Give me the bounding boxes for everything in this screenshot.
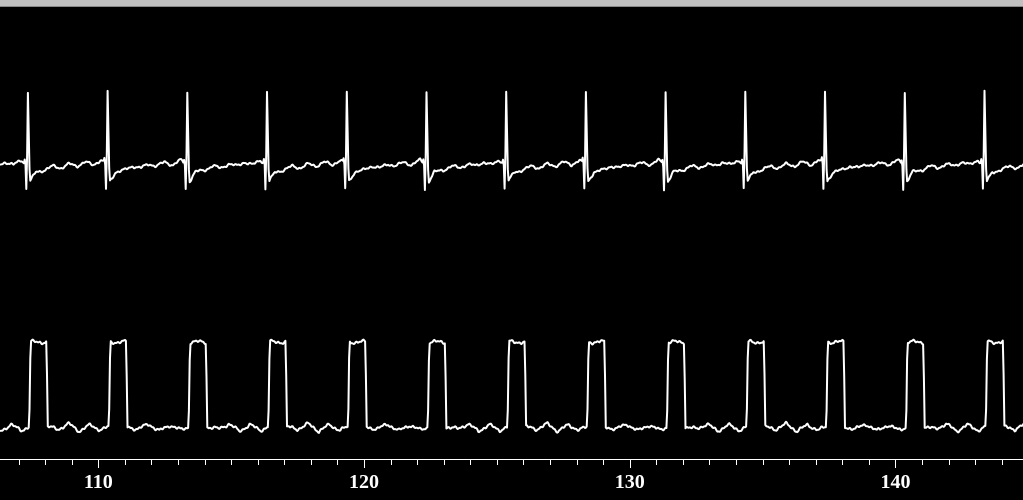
x-tick-label: 120 bbox=[349, 471, 379, 494]
x-tick-minor bbox=[1002, 460, 1003, 465]
x-tick-minor bbox=[949, 460, 950, 465]
x-tick-minor bbox=[417, 460, 418, 465]
x-tick-major bbox=[895, 460, 896, 468]
lower-waveform bbox=[0, 340, 1023, 433]
x-tick-minor bbox=[151, 460, 152, 465]
x-tick-minor bbox=[709, 460, 710, 465]
x-tick-minor bbox=[231, 460, 232, 465]
x-tick-minor bbox=[45, 460, 46, 465]
x-tick-minor bbox=[391, 460, 392, 465]
x-tick-minor bbox=[577, 460, 578, 465]
x-tick-minor bbox=[284, 460, 285, 465]
x-tick-minor bbox=[72, 460, 73, 465]
x-tick-minor bbox=[683, 460, 684, 465]
x-tick-minor bbox=[869, 460, 870, 465]
oscilloscope-frame: 110 120 130 140 bbox=[0, 6, 1023, 500]
x-tick-major bbox=[98, 460, 99, 468]
x-tick-minor bbox=[842, 460, 843, 465]
x-tick-label: 110 bbox=[84, 471, 113, 494]
x-tick-minor bbox=[497, 460, 498, 465]
x-tick-minor bbox=[523, 460, 524, 465]
x-tick-major bbox=[630, 460, 631, 468]
waveform-plot bbox=[0, 7, 1023, 457]
upper-waveform bbox=[0, 91, 1023, 191]
x-tick-major bbox=[364, 460, 365, 468]
x-tick-minor bbox=[205, 460, 206, 465]
x-tick-minor bbox=[975, 460, 976, 465]
x-tick-minor bbox=[178, 460, 179, 465]
x-tick-minor bbox=[789, 460, 790, 465]
x-tick-minor bbox=[922, 460, 923, 465]
x-tick-minor bbox=[736, 460, 737, 465]
x-tick-minor bbox=[125, 460, 126, 465]
x-tick-minor bbox=[19, 460, 20, 465]
x-tick-label: 130 bbox=[615, 471, 645, 494]
x-tick-minor bbox=[311, 460, 312, 465]
x-tick-minor bbox=[258, 460, 259, 465]
x-tick-minor bbox=[656, 460, 657, 465]
x-tick-minor bbox=[763, 460, 764, 465]
x-tick-minor bbox=[816, 460, 817, 465]
x-tick-minor bbox=[444, 460, 445, 465]
x-tick-label: 140 bbox=[880, 471, 910, 494]
x-tick-minor bbox=[603, 460, 604, 465]
x-tick-minor bbox=[550, 460, 551, 465]
x-tick-minor bbox=[337, 460, 338, 465]
x-tick-minor bbox=[470, 460, 471, 465]
